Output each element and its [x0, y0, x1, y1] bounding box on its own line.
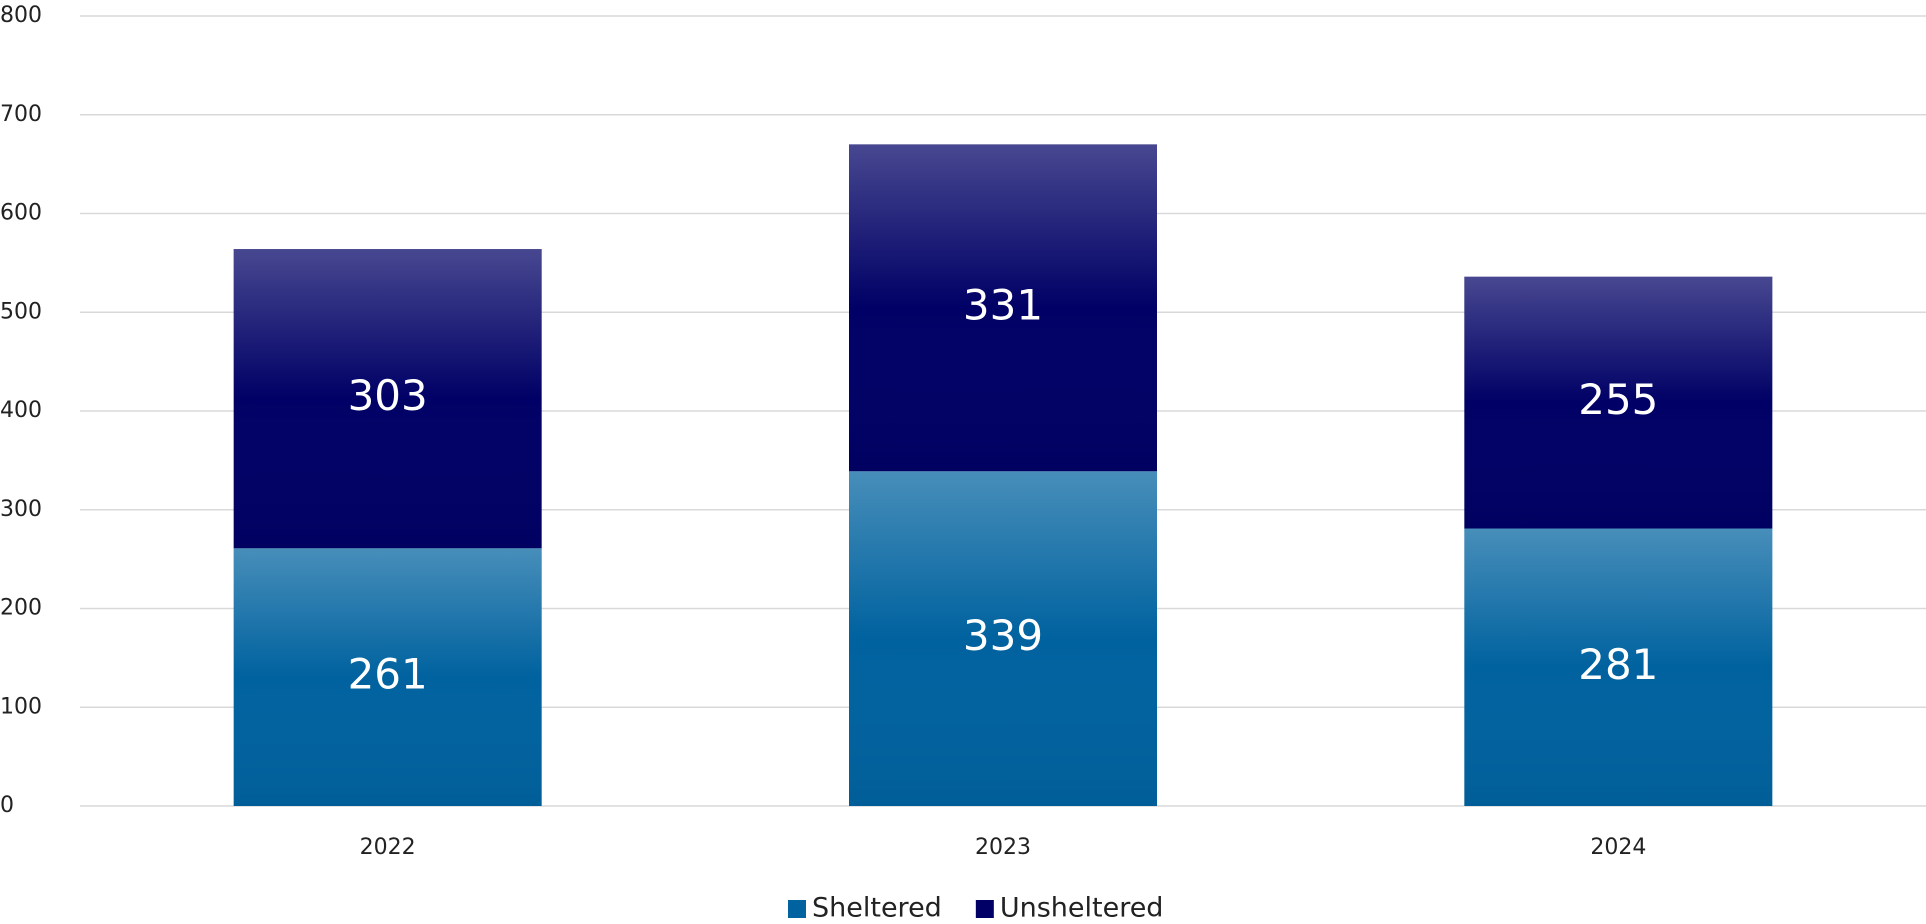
bar-sheen	[233, 548, 542, 806]
y-tick-label: 600	[0, 201, 42, 226]
legend-label: Sheltered	[812, 893, 942, 924]
legend-label: Unsheltered	[1000, 893, 1164, 924]
bar-sheen	[233, 249, 542, 549]
y-tick-label: 300	[0, 497, 42, 522]
data-label: 331	[963, 280, 1043, 329]
data-label: 339	[963, 611, 1043, 660]
y-tick-label: 100	[0, 694, 42, 719]
bar-sheen	[849, 471, 1157, 806]
x-tick-label: 2022	[360, 835, 416, 860]
bar-sheen	[1464, 276, 1773, 529]
bar-sheen	[1464, 528, 1773, 806]
y-tick-label: 500	[0, 299, 42, 324]
y-tick-label: 700	[0, 102, 42, 127]
y-tick-label: 400	[0, 398, 42, 423]
x-tick-label: 2023	[975, 835, 1031, 860]
y-tick-label: 200	[0, 596, 42, 621]
data-label: 281	[1578, 640, 1658, 689]
legend-swatch	[975, 900, 994, 918]
data-label: 303	[348, 371, 428, 420]
y-tick-label: 0	[0, 793, 14, 818]
x-tick-label: 2024	[1590, 835, 1646, 860]
bar-sheen	[849, 144, 1157, 472]
y-tick-label: 800	[0, 3, 42, 28]
legend-swatch	[788, 900, 806, 918]
data-label: 255	[1578, 375, 1658, 424]
data-label: 261	[348, 650, 428, 699]
